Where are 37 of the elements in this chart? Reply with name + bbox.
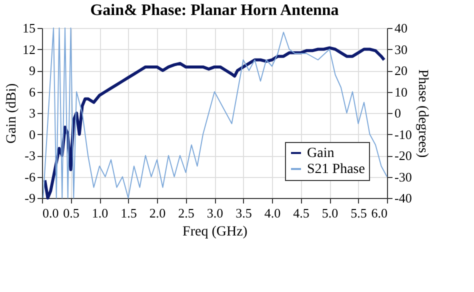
y-tick-label: 12 [22, 42, 36, 57]
y-tick-label: 9 [29, 63, 36, 78]
y2-tick-label: 0 [394, 106, 401, 120]
y2-tick-label: 40 [394, 20, 408, 36]
legend-label: S21 Phase [307, 162, 365, 177]
x-tick-label: 3.5 [236, 206, 252, 220]
y-tick-label: 15 [22, 20, 36, 36]
y-tick-label: 0 [29, 126, 36, 142]
x-tick-label: 6.0 [371, 206, 388, 220]
y-tick-label: -9 [24, 190, 36, 206]
x-tick-label: 2.0 [149, 206, 166, 220]
y-tick-label: 3 [29, 106, 36, 120]
x-tick-label: 1.0 [92, 206, 108, 220]
x-tick-label: 4.5 [293, 206, 310, 220]
x-tick-label: 4.0 [264, 206, 281, 220]
y-tick-label: -6 [24, 169, 36, 184]
y-tick-label: 6 [29, 84, 36, 100]
y2-tick-label: -10 [394, 126, 412, 142]
x-tick-label: 5.0 [322, 206, 338, 220]
y2-tick-label: -40 [394, 190, 412, 206]
x-axis-title: Freq (GHz) [182, 224, 248, 240]
x-tick-label: 0.5 [63, 206, 80, 220]
x-tick-label: 1.5 [120, 206, 137, 220]
chart-title: Gain& Phase: Planar Horn Antenna [90, 2, 339, 19]
y2-tick-label: 30 [394, 42, 408, 57]
y2-tick-label: -30 [394, 169, 412, 184]
y-axis-title: Gain (dBi) [4, 83, 20, 144]
y-tick-label: -3 [24, 148, 36, 163]
x-tick-label: 5.5 [350, 206, 367, 220]
x-tick-label: 0.0 [42, 206, 59, 220]
x-tick-label: 2.5 [178, 206, 194, 220]
y2-tick-label: 20 [394, 63, 408, 78]
y2-axis-title: Phase (degrees) [414, 69, 430, 158]
x-tick-label: 3.0 [206, 206, 224, 220]
legend-label: Gain [307, 146, 334, 161]
y2-tick-label: 10 [394, 84, 408, 100]
y2-tick-label: -20 [394, 148, 412, 163]
